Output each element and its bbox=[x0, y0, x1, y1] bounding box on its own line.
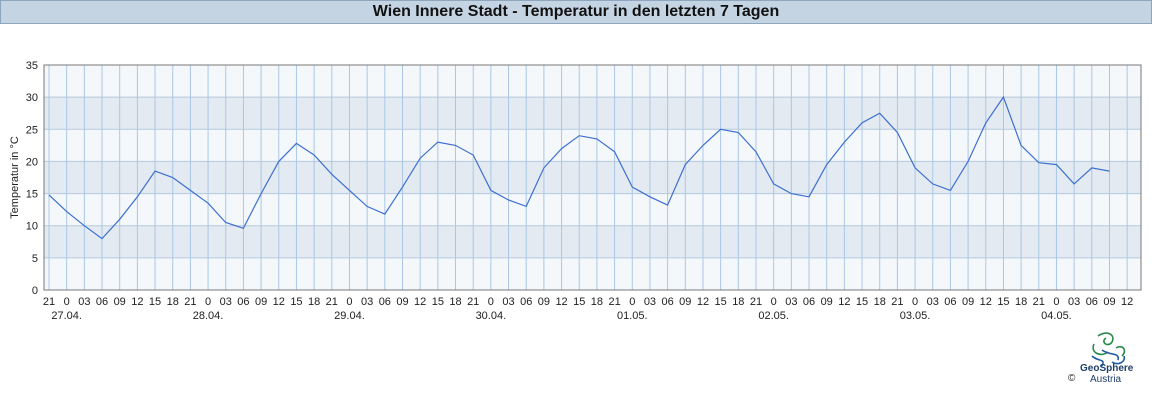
y-tick-label: 15 bbox=[26, 189, 38, 201]
x-tick-label: 21 bbox=[891, 296, 903, 308]
x-tick-label: 0 bbox=[629, 296, 635, 308]
x-tick-label: 06 bbox=[944, 296, 956, 308]
y-tick-label: 0 bbox=[32, 285, 38, 297]
x-tick-label: 18 bbox=[874, 296, 886, 308]
x-tick-label: 06 bbox=[237, 296, 249, 308]
copyright-symbol: © bbox=[1068, 373, 1076, 384]
y-tick-label: 20 bbox=[26, 156, 38, 168]
x-tick-label: 09 bbox=[114, 296, 126, 308]
x-date-label: 03.05. bbox=[900, 310, 931, 322]
plot-band bbox=[44, 225, 1141, 258]
x-tick-label: 15 bbox=[290, 296, 302, 308]
x-tick-label: 06 bbox=[803, 296, 815, 308]
x-tick-label: 18 bbox=[449, 296, 461, 308]
x-tick-label: 15 bbox=[856, 296, 868, 308]
x-tick-label: 0 bbox=[488, 296, 494, 308]
y-tick-label: 10 bbox=[26, 221, 38, 233]
x-tick-label: 09 bbox=[679, 296, 691, 308]
x-tick-label: 03 bbox=[361, 296, 373, 308]
x-tick-label: 18 bbox=[167, 296, 179, 308]
x-tick-label: 0 bbox=[64, 296, 70, 308]
logo-name: GeoSphere bbox=[1080, 363, 1134, 374]
y-tick-label: 35 bbox=[26, 60, 38, 72]
x-tick-label: 18 bbox=[591, 296, 603, 308]
x-tick-label: 12 bbox=[414, 296, 426, 308]
x-tick-label: 21 bbox=[750, 296, 762, 308]
x-tick-label: 0 bbox=[1053, 296, 1059, 308]
x-tick-label: 21 bbox=[326, 296, 338, 308]
x-tick-label: 12 bbox=[980, 296, 992, 308]
x-tick-label: 21 bbox=[43, 296, 55, 308]
y-tick-label: 25 bbox=[26, 124, 38, 136]
x-tick-label: 15 bbox=[432, 296, 444, 308]
x-tick-label: 03 bbox=[785, 296, 797, 308]
x-tick-label: 15 bbox=[149, 296, 161, 308]
x-date-label: 29.04. bbox=[334, 310, 365, 322]
x-tick-label: 03 bbox=[1068, 296, 1080, 308]
plot-band bbox=[44, 97, 1141, 130]
x-tick-label: 15 bbox=[997, 296, 1009, 308]
geosphere-logo-icon bbox=[1091, 332, 1126, 367]
x-date-label: 30.04. bbox=[476, 310, 507, 322]
x-tick-label: 06 bbox=[379, 296, 391, 308]
x-tick-label: 12 bbox=[838, 296, 850, 308]
x-tick-label: 06 bbox=[1086, 296, 1098, 308]
y-tick-label: 5 bbox=[32, 253, 38, 265]
x-tick-label: 12 bbox=[555, 296, 567, 308]
plot-band bbox=[44, 129, 1141, 162]
x-date-label: 01.05. bbox=[617, 310, 648, 322]
x-tick-label: 0 bbox=[205, 296, 211, 308]
x-tick-label: 12 bbox=[697, 296, 709, 308]
chart-title: Wien Innere Stadt - Temperatur in den le… bbox=[0, 0, 1152, 24]
x-tick-label: 21 bbox=[1033, 296, 1045, 308]
x-date-label: 27.04. bbox=[51, 310, 82, 322]
x-tick-label: 09 bbox=[255, 296, 267, 308]
x-tick-label: 09 bbox=[1103, 296, 1115, 308]
x-tick-label: 06 bbox=[520, 296, 532, 308]
x-tick-label: 21 bbox=[467, 296, 479, 308]
x-tick-label: 03 bbox=[502, 296, 514, 308]
x-tick-label: 18 bbox=[308, 296, 320, 308]
x-tick-label: 09 bbox=[821, 296, 833, 308]
x-tick-label: 03 bbox=[78, 296, 90, 308]
plot-band bbox=[44, 65, 1141, 98]
x-tick-label: 09 bbox=[538, 296, 550, 308]
x-tick-label: 03 bbox=[220, 296, 232, 308]
x-tick-label: 21 bbox=[608, 296, 620, 308]
x-tick-label: 0 bbox=[771, 296, 777, 308]
plot-band bbox=[44, 257, 1141, 290]
x-tick-label: 12 bbox=[273, 296, 285, 308]
x-tick-label: 03 bbox=[644, 296, 656, 308]
x-tick-label: 09 bbox=[962, 296, 974, 308]
x-date-label: 02.05. bbox=[758, 310, 789, 322]
x-date-label: 04.05. bbox=[1041, 310, 1072, 322]
y-tick-label: 30 bbox=[26, 92, 38, 104]
x-tick-label: 09 bbox=[396, 296, 408, 308]
x-tick-label: 18 bbox=[732, 296, 744, 308]
x-tick-label: 0 bbox=[346, 296, 352, 308]
y-axis-label: Temperatur in °C bbox=[9, 136, 21, 219]
x-tick-label: 21 bbox=[184, 296, 196, 308]
temperature-line bbox=[48, 95, 1110, 240]
x-tick-label: 12 bbox=[131, 296, 143, 308]
plot-band bbox=[44, 193, 1141, 226]
x-tick-label: 15 bbox=[573, 296, 585, 308]
x-tick-label: 06 bbox=[96, 296, 108, 308]
x-tick-label: 15 bbox=[715, 296, 727, 308]
x-tick-label: 0 bbox=[912, 296, 918, 308]
x-tick-label: 12 bbox=[1121, 296, 1133, 308]
logo-subtitle: Austria bbox=[1090, 374, 1122, 385]
x-tick-label: 06 bbox=[661, 296, 673, 308]
plot-border bbox=[43, 64, 1142, 291]
x-date-label: 28.04. bbox=[193, 310, 224, 322]
x-tick-label: 18 bbox=[1015, 296, 1027, 308]
x-tick-label: 03 bbox=[927, 296, 939, 308]
